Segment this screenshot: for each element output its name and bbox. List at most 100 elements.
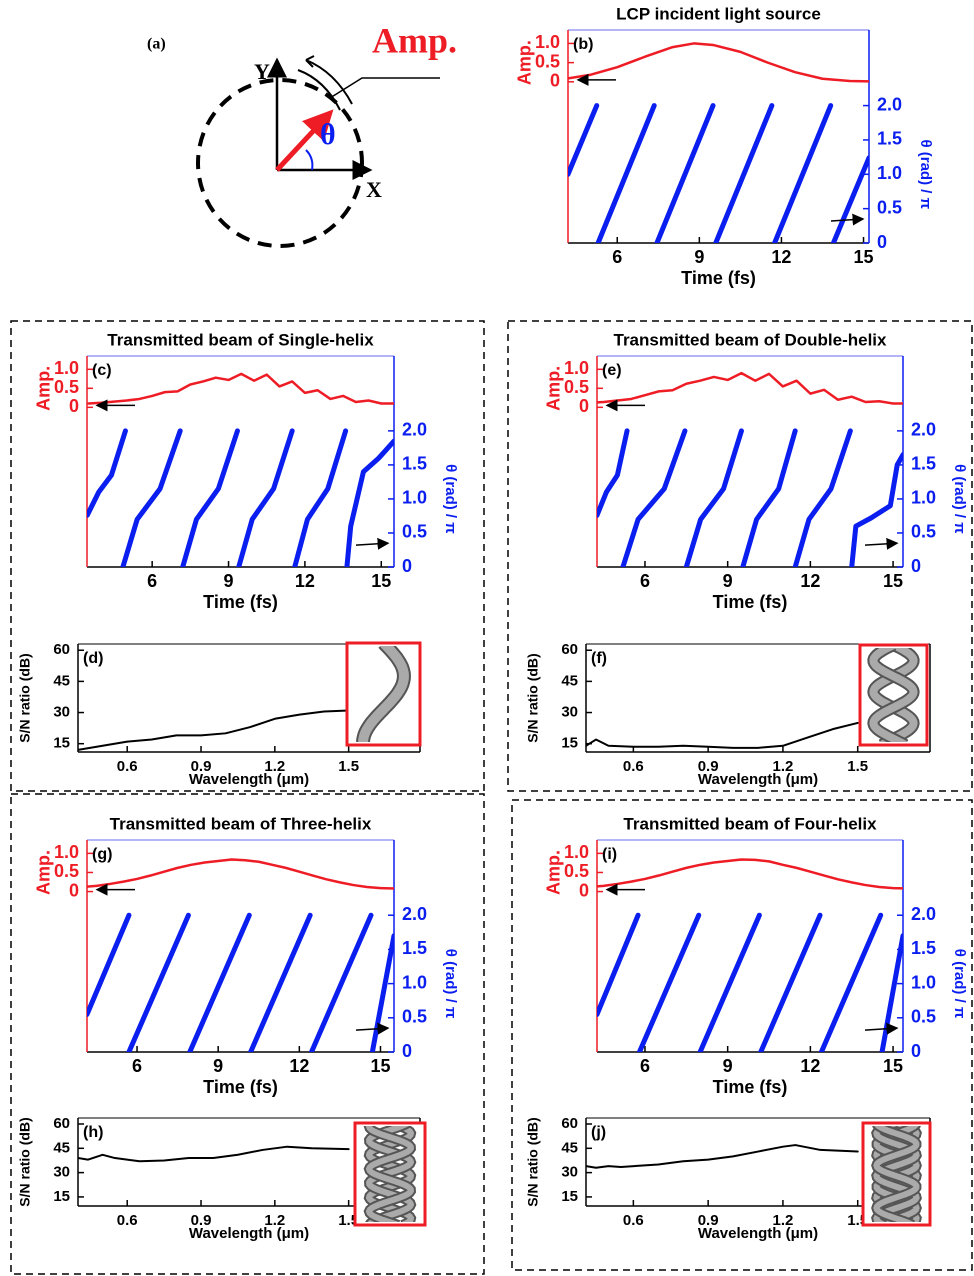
x-tick-label: 0.6 — [117, 758, 138, 775]
x-tick-label: 1.5 — [847, 758, 868, 775]
y-tick-label: 1.0 — [564, 358, 589, 378]
figure: (a) Y X θ Amp. 69121500.51.000.51.01.52.… — [0, 0, 974, 1276]
x-tick-label: 0.6 — [117, 1212, 138, 1229]
panel-label: (g) — [92, 846, 112, 863]
x-tick-label: 9 — [723, 571, 733, 591]
x-tick-label: 15 — [854, 247, 874, 267]
chart-title: Transmitted beam of Three-helix — [110, 814, 372, 833]
x-tick-label: 9 — [213, 1056, 223, 1076]
x-tick-label: 6 — [640, 1056, 650, 1076]
y2-tick-label: 1.5 — [402, 454, 427, 474]
x-tick-label: 12 — [295, 571, 315, 591]
y-tick-label: 45 — [561, 1139, 578, 1156]
y-tick-label: 15 — [53, 735, 70, 752]
panel-label: (d) — [83, 650, 103, 667]
y-tick-label: 45 — [561, 672, 578, 689]
x-tick-label: 9 — [723, 1056, 733, 1076]
x-tick-label: 15 — [883, 1056, 903, 1076]
y2-axis-label: θ (rad) / π — [951, 464, 968, 534]
chart-title: Transmitted beam of Double-helix — [614, 330, 888, 349]
x-tick-label: 12 — [771, 247, 791, 267]
x-tick-label: 12 — [800, 571, 820, 591]
y2-tick-label: 1.5 — [877, 129, 902, 149]
y-tick-label: 30 — [53, 704, 70, 721]
y-axis-label: S/N ratio (dB) — [525, 653, 541, 742]
y2-tick-label: 0.5 — [877, 197, 902, 217]
y2-tick-label: 1.5 — [911, 938, 936, 958]
y-axis-label: Amp. — [544, 850, 564, 895]
x-axis-label: Time (fs) — [681, 268, 756, 288]
x-axis-label: Time (fs) — [203, 1077, 278, 1097]
y2-tick-label: 1.5 — [402, 938, 427, 958]
y2-tick-label: 1.0 — [402, 972, 427, 992]
y2-tick-label: 1.5 — [911, 454, 936, 474]
y2-tick-label: 2.0 — [911, 904, 936, 924]
y2-tick-label: 1.0 — [402, 488, 427, 508]
y-tick-label: 1.0 — [564, 842, 589, 862]
y-tick-label: 15 — [561, 735, 578, 752]
x-tick-label: 15 — [370, 1056, 390, 1076]
y2-tick-label: 2.0 — [877, 94, 902, 114]
y-tick-label: 15 — [53, 1188, 70, 1205]
panel-label: (a) — [147, 36, 166, 53]
axis-name: Y — [254, 59, 270, 84]
x-axis-label: Time (fs) — [713, 592, 788, 612]
y2-tick-label: 0.5 — [402, 1007, 427, 1027]
panel-label: (i) — [602, 846, 617, 863]
x-tick-label: 6 — [612, 247, 622, 267]
y-axis-label: Amp. — [544, 366, 564, 411]
y-axis-label: S/N ratio (dB) — [525, 1117, 541, 1206]
y2-tick-label: 2.0 — [402, 904, 427, 924]
y-tick-label: 15 — [561, 1188, 578, 1205]
x-axis-label: Time (fs) — [713, 1077, 788, 1097]
panel-label: (f) — [591, 650, 607, 667]
y-tick-label: 60 — [561, 1115, 578, 1132]
x-tick-label: 9 — [224, 571, 234, 591]
y2-axis-label: θ (rad) / π — [917, 139, 934, 209]
y-tick-label: 0.5 — [54, 861, 79, 881]
y-tick-label: 0 — [69, 880, 79, 900]
y-tick-label: 30 — [53, 1164, 70, 1181]
x-axis-label: Time (fs) — [203, 592, 278, 612]
y2-tick-label: 0.5 — [911, 522, 936, 542]
x-tick-label: 0.6 — [623, 1212, 644, 1229]
y2-tick-label: 0 — [911, 556, 921, 576]
y-axis-label: S/N ratio (dB) — [17, 653, 33, 742]
x-axis-label: Wavelength (μm) — [189, 771, 309, 788]
y2-tick-label: 0 — [402, 1041, 412, 1061]
y-tick-label: 1.0 — [54, 358, 79, 378]
y-tick-label: 1.0 — [535, 32, 560, 52]
y2-tick-label: 2.0 — [402, 420, 427, 440]
y-tick-label: 30 — [561, 1164, 578, 1181]
y-tick-label: 0 — [579, 880, 589, 900]
y-axis-label: Amp. — [34, 366, 54, 411]
y2-tick-label: 1.0 — [911, 972, 936, 992]
x-tick-label: 6 — [147, 571, 157, 591]
y-tick-label: 60 — [53, 1115, 70, 1132]
helix-inset — [347, 643, 420, 745]
panel-label: (c) — [92, 362, 112, 379]
inset-frame — [347, 643, 420, 745]
y-tick-label: 45 — [53, 1139, 70, 1156]
y2-tick-label: 0 — [402, 556, 412, 576]
y-tick-label: 0.5 — [535, 51, 560, 71]
panel-label: (j) — [591, 1124, 606, 1141]
y2-axis-label: θ (rad) / π — [442, 949, 459, 1019]
y-tick-label: 1.0 — [54, 842, 79, 862]
y2-tick-label: 1.0 — [877, 163, 902, 183]
x-tick-label: 6 — [640, 571, 650, 591]
x-tick-label: 0.6 — [623, 758, 644, 775]
y-tick-label: 0 — [69, 396, 79, 416]
x-tick-label: 15 — [883, 571, 903, 591]
helix-inset — [863, 1123, 930, 1225]
helix-inset — [860, 645, 927, 745]
helix-inset — [355, 1123, 425, 1225]
y-tick-label: 0 — [550, 71, 560, 91]
chart-title: Transmitted beam of Four-helix — [623, 814, 877, 833]
y2-tick-label: 0.5 — [402, 522, 427, 542]
y-axis-label: S/N ratio (dB) — [17, 1117, 33, 1206]
x-tick-label: 12 — [289, 1056, 309, 1076]
y2-axis-label: θ (rad) / π — [951, 949, 968, 1019]
x-tick-label: 1.5 — [338, 758, 359, 775]
y2-tick-label: 2.0 — [911, 420, 936, 440]
